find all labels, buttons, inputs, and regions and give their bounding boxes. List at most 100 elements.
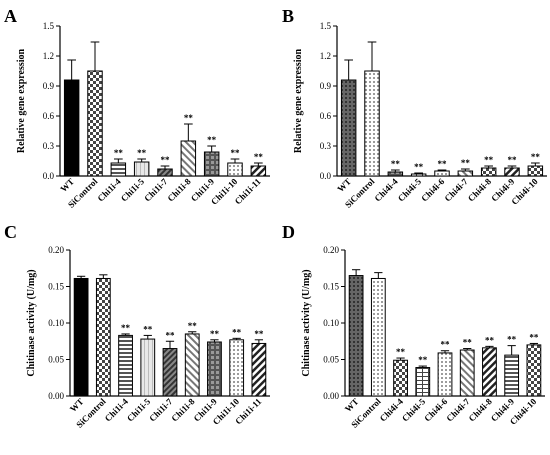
bar-chi4i-5 bbox=[410, 173, 427, 177]
bar-chi4i-4 bbox=[387, 171, 404, 177]
bar-chi4i-10 bbox=[527, 165, 544, 177]
bar-chi4i-6 bbox=[434, 170, 450, 177]
bar-chi4i-7 bbox=[459, 349, 475, 397]
bar-chi4i-8 bbox=[482, 347, 497, 397]
bar-chi1i-4 bbox=[110, 162, 127, 177]
x-tick-label: Chi1i-5 bbox=[125, 396, 153, 424]
significance-label: ** bbox=[207, 135, 217, 145]
significance-label: ** bbox=[396, 347, 406, 357]
x-tick-label: WT bbox=[343, 396, 361, 414]
bar-chi1i-9 bbox=[203, 151, 220, 177]
bar-sicontrol bbox=[95, 277, 111, 397]
x-tick-label: Chi4i-4 bbox=[378, 396, 406, 424]
x-tick-label: Chi4i-8 bbox=[466, 176, 494, 204]
panel-a: A 0.0 0.3 0.6 0.9 1.2 1.5 Relative gene express… bbox=[4, 6, 270, 210]
x-tick-label: WT bbox=[58, 176, 76, 194]
significance-label: ** bbox=[137, 148, 147, 158]
bar-wt bbox=[340, 79, 357, 177]
y-axis-label: Relative gene expression bbox=[293, 48, 304, 153]
significance-label: ** bbox=[121, 323, 131, 333]
x-tick-label: Chi1i-7 bbox=[147, 396, 175, 424]
panel-letter: D bbox=[282, 222, 295, 242]
significance-label: ** bbox=[484, 155, 494, 165]
bar-sicontrol bbox=[87, 70, 103, 177]
bar-chi1i-7 bbox=[162, 348, 178, 397]
y-tick-label: 0.00 bbox=[48, 391, 64, 401]
bar-chi1i-5 bbox=[133, 161, 150, 177]
bar-wt bbox=[63, 79, 80, 177]
bar-chi4i-7 bbox=[457, 170, 474, 177]
x-tick-label: Chi4i-7 bbox=[443, 176, 471, 204]
panel-letter: B bbox=[282, 6, 294, 26]
significance-label: ** bbox=[114, 148, 124, 158]
significance-label: ** bbox=[188, 321, 198, 331]
x-tick-label: Chi4i-6 bbox=[419, 176, 447, 204]
bar-chi1i-10 bbox=[227, 162, 243, 177]
y-tick-label: 1.5 bbox=[43, 21, 55, 31]
significance-label: ** bbox=[210, 329, 220, 339]
significance-label: ** bbox=[463, 338, 473, 348]
significance-label: ** bbox=[461, 158, 471, 168]
x-tick-label: Chi4i-10 bbox=[509, 176, 540, 207]
y-tick-label: 0.10 bbox=[48, 318, 64, 328]
y-tick-label: 0.20 bbox=[323, 245, 339, 255]
y-axis-label: Chitinase activity (U/mg) bbox=[26, 269, 37, 376]
y-tick-label: 0.6 bbox=[43, 111, 55, 121]
x-tick-label: Chi1i-4 bbox=[96, 176, 124, 204]
bar-chi1i-11 bbox=[251, 342, 267, 397]
y-tick-label: 0.9 bbox=[320, 81, 332, 91]
bar-chi4i-8 bbox=[480, 167, 497, 177]
significance-label: ** bbox=[161, 155, 171, 165]
bar-chi1i-8 bbox=[184, 333, 200, 397]
bar-chi1i-8 bbox=[180, 140, 197, 177]
significance-label: ** bbox=[508, 155, 518, 165]
significance-label: ** bbox=[529, 332, 539, 342]
y-tick-label: 0.6 bbox=[320, 111, 332, 121]
x-tick-label: Chi1i-8 bbox=[166, 176, 194, 204]
bar-chi1i-10 bbox=[229, 339, 245, 397]
bar-chi4i-9 bbox=[504, 354, 520, 397]
bar-chi1i-9 bbox=[207, 341, 222, 397]
significance-label: ** bbox=[254, 329, 264, 339]
significance-label: ** bbox=[231, 148, 241, 158]
x-tick-label: Chi4i-5 bbox=[400, 396, 428, 424]
x-tick-label: Chi4i-6 bbox=[422, 396, 450, 424]
x-tick-label: WT bbox=[68, 396, 86, 414]
y-tick-label: 0.3 bbox=[320, 141, 332, 151]
significance-label: ** bbox=[531, 152, 541, 162]
panel-b: B 0.0 0.3 0.6 0.9 1.2 1.5 Relative gene express… bbox=[282, 6, 547, 210]
panel-d: D 0.00 0.05 0.10 0.15 0.20 Chitinase activity … bbox=[282, 222, 545, 430]
x-tick-label: WT bbox=[335, 176, 353, 194]
significance-label: ** bbox=[438, 159, 448, 169]
significance-label: ** bbox=[184, 113, 194, 123]
bar-chi4i-5 bbox=[415, 367, 431, 397]
y-tick-label: 0.3 bbox=[43, 141, 55, 151]
y-tick-label: 0.9 bbox=[43, 81, 55, 91]
panel-letter: A bbox=[4, 6, 17, 26]
bar-sicontrol bbox=[370, 277, 386, 397]
significance-label: ** bbox=[441, 340, 451, 350]
bar-chi4i-9 bbox=[504, 167, 520, 177]
significance-label: ** bbox=[166, 330, 176, 340]
y-tick-label: 0.05 bbox=[323, 355, 339, 365]
y-tick-label: 0.05 bbox=[48, 355, 64, 365]
x-tick-label: Chi1i-7 bbox=[142, 176, 170, 204]
x-tick-label: Chi1i-4 bbox=[103, 396, 131, 424]
bar-wt bbox=[348, 275, 364, 397]
bar-chi4i-10 bbox=[526, 344, 542, 397]
bar-chi1i-4 bbox=[118, 334, 133, 397]
bar-chi1i-7 bbox=[157, 168, 173, 177]
significance-label: ** bbox=[485, 335, 495, 345]
bar-chi1i-5 bbox=[140, 338, 156, 397]
y-axis-label: Chitinase activity (U/mg) bbox=[301, 269, 312, 376]
y-axis-label: Relative gene expression bbox=[16, 48, 27, 153]
bar-chi4i-4 bbox=[393, 359, 408, 397]
y-tick-label: 1.5 bbox=[320, 21, 332, 31]
significance-label: ** bbox=[418, 355, 428, 365]
significance-label: ** bbox=[232, 327, 242, 337]
x-tick-label: Chi1i-8 bbox=[169, 396, 197, 424]
y-tick-label: 1.2 bbox=[320, 51, 331, 61]
x-tick-label: Chi4i-8 bbox=[467, 396, 495, 424]
y-tick-label: 0.15 bbox=[48, 282, 64, 292]
